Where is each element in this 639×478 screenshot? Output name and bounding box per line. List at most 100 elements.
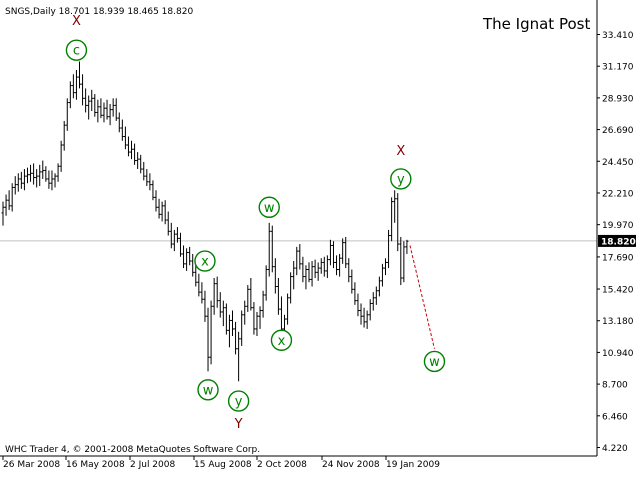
y-tick-label: 33.410	[602, 31, 634, 41]
ohlc-bar	[246, 285, 250, 312]
ohlc-bar	[123, 126, 127, 150]
ohlc-bar	[276, 277, 280, 315]
ohlc-bar	[344, 236, 348, 269]
ohlc-bar	[261, 290, 265, 318]
y-tick-label: 28.930	[602, 94, 634, 104]
ohlc-bar	[310, 261, 314, 287]
ohlc-bar	[7, 190, 11, 211]
wave-label-w: w	[258, 196, 280, 218]
wave-label-y: y	[390, 168, 412, 190]
ohlc-bar	[273, 258, 277, 294]
ohlc-bar	[365, 310, 369, 329]
ohlc-bar	[279, 296, 283, 335]
ohlc-bar	[71, 74, 75, 99]
ohlc-bar	[237, 331, 241, 382]
y-tick-label: 13.180	[602, 317, 634, 327]
ohlc-bar	[32, 163, 36, 185]
ohlc-bar	[53, 173, 57, 188]
current-price-tag: 18.820	[598, 234, 636, 247]
ohlc-bar	[44, 166, 48, 182]
ohlc-bar	[35, 169, 39, 188]
svg-text:x: x	[278, 334, 286, 349]
ohlc-bar	[166, 211, 170, 236]
ohlc-bar	[62, 120, 66, 151]
ohlc-bar	[90, 89, 94, 112]
ohlc-bar	[325, 255, 329, 278]
ohlc-bar	[1, 201, 5, 226]
ohlc-bar	[105, 99, 109, 120]
ohlc-bar	[87, 95, 91, 120]
ohlc-bar	[356, 293, 360, 317]
y-tick-label: 17.690	[602, 253, 634, 263]
ohlc-bar	[130, 140, 134, 160]
wave-label-w: w	[197, 379, 219, 401]
price-axis: 33.410 31.170 28.930 26.690 24.450 22.210 19.9…	[597, 31, 634, 454]
ohlc-bar	[341, 238, 345, 264]
ohlc-bar	[353, 282, 357, 305]
ohlc-bar	[362, 307, 366, 328]
y-tick-label: 19.970	[602, 221, 634, 231]
x-tick-label: 24 Nov 2008	[322, 460, 380, 470]
y-tick-label: 31.170	[602, 63, 634, 73]
wave-label-c: c	[65, 39, 88, 61]
svg-text:w: w	[429, 355, 440, 370]
ohlc-bar	[25, 167, 29, 184]
x-tick-label: 2 Jul 2008	[130, 460, 175, 470]
ohlc-bar	[148, 173, 152, 191]
ohlc-bar	[84, 88, 88, 113]
projection-layer	[409, 245, 435, 349]
ohlc-bar	[377, 276, 381, 297]
ohlc-bar	[160, 201, 164, 222]
ohlc-bar	[41, 160, 45, 179]
ohlc-bar	[338, 253, 342, 277]
ohlc-bar	[371, 292, 375, 311]
x-tick-label: 26 Mar 2008	[3, 460, 60, 470]
price-tag-box	[598, 234, 636, 247]
watermark-title: The Ignat Post	[482, 15, 590, 33]
svg-text:w: w	[203, 383, 214, 398]
svg-text:w: w	[264, 201, 275, 216]
ohlc-bar	[227, 314, 231, 348]
ohlc-bar	[249, 277, 253, 311]
ohlc-bar	[29, 164, 33, 182]
ohlc-bar	[117, 112, 121, 133]
ohlc-bar	[16, 173, 20, 192]
ohlc-bar	[139, 154, 143, 174]
ohlc-bar	[304, 265, 308, 290]
ohlc-bar	[185, 248, 189, 271]
svg-text:c: c	[73, 44, 80, 59]
ohlc-bar	[316, 262, 320, 281]
y-tick-label: 4.220	[602, 444, 628, 454]
ohlc-bar	[307, 262, 311, 283]
ohlc-bar	[10, 183, 14, 212]
ohlc-bar	[172, 229, 176, 252]
ohlc-bar	[384, 258, 387, 276]
ohlc-bar	[142, 161, 146, 181]
x-tick-label: 19 Jan 2009	[386, 460, 440, 470]
ohlc-bar	[197, 273, 201, 297]
ohlc-bar	[175, 227, 179, 243]
y-tick-label: 26.690	[602, 126, 634, 136]
ohlc-bar	[218, 292, 222, 318]
ohlc-bar	[56, 163, 60, 182]
ohlc-bar	[215, 276, 219, 308]
y-tick-label: 22.210	[602, 189, 634, 199]
ohlc-bar	[108, 103, 112, 126]
svg-text:y: y	[235, 395, 243, 410]
ohlc-bar	[298, 244, 302, 270]
ohlc-bar	[221, 300, 225, 327]
ohlc-bar	[387, 229, 391, 269]
ohlc-bar	[114, 98, 118, 121]
ohlc-bar	[359, 303, 363, 325]
x-tick-label: 2 Oct 2008	[257, 460, 307, 470]
ohlc-bar	[212, 277, 216, 315]
ohlc-bar	[402, 241, 406, 283]
wave-label-y: y	[227, 390, 250, 412]
ohlc-bar	[286, 293, 290, 325]
wave-label-X: X	[72, 14, 81, 29]
ohlc-bar	[224, 303, 228, 335]
ohlc-bar	[350, 269, 354, 294]
ohlc-bar	[78, 61, 81, 89]
ohlc-bar	[133, 143, 137, 165]
